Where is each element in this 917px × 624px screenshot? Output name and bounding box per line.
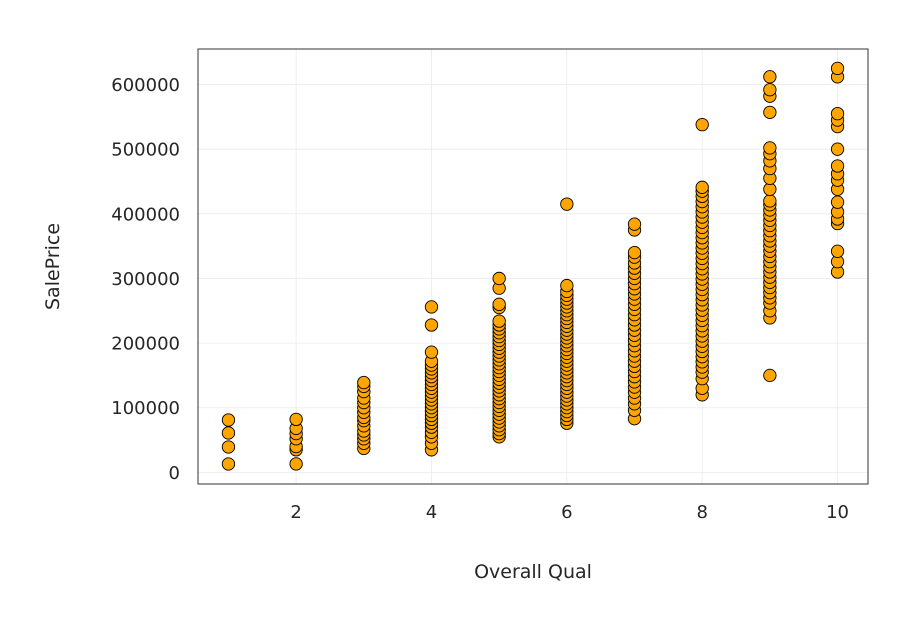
scatter-point xyxy=(763,70,777,84)
y-tick-label: 0 xyxy=(169,463,180,484)
scatter-point xyxy=(289,412,303,427)
x-tick-label: 4 xyxy=(426,502,437,523)
scatter-point xyxy=(492,314,506,328)
scatter-point xyxy=(830,244,845,258)
scatter-point xyxy=(221,413,236,427)
scatter-point xyxy=(830,159,845,173)
scatter-point xyxy=(221,440,236,454)
scatter-point xyxy=(492,297,506,311)
x-tick-label: 2 xyxy=(290,502,301,523)
scatter-point xyxy=(830,61,845,76)
scatter-point xyxy=(830,106,845,121)
x-tick-label: 10 xyxy=(826,502,849,523)
scatter-point xyxy=(763,105,777,119)
scatter-point xyxy=(560,278,574,293)
y-tick-label: 600000 xyxy=(111,75,180,96)
data-points xyxy=(221,61,845,471)
scatter-point xyxy=(627,245,642,260)
scatter-point xyxy=(763,194,777,208)
scatter-point xyxy=(695,117,709,132)
scatter-point xyxy=(763,141,777,155)
scatter-point xyxy=(763,368,777,383)
scatter-point xyxy=(492,271,506,286)
y-tick-label: 100000 xyxy=(111,398,180,419)
plot-area-frame xyxy=(197,48,869,485)
scatter-point xyxy=(830,195,845,209)
scatter-point xyxy=(424,345,439,359)
scatter-point xyxy=(695,180,709,194)
y-axis-ticks: 0 100000 200000 300000 400000 500000 600000 xyxy=(111,75,180,484)
y-tick-label: 300000 xyxy=(111,269,180,290)
scatter-point xyxy=(289,457,303,471)
scatter-point xyxy=(627,217,642,231)
scatter-point xyxy=(221,426,236,440)
x-axis-title: Overall Qual xyxy=(474,561,592,583)
scatter-point xyxy=(830,142,845,156)
x-axis-ticks: 2 4 6 8 10 xyxy=(290,502,849,523)
y-tick-label: 200000 xyxy=(111,334,180,355)
y-axis-title: SalePrice xyxy=(42,223,64,310)
scatter-point xyxy=(357,375,371,390)
scatter-point xyxy=(763,83,777,97)
scatter-point xyxy=(560,197,574,211)
y-tick-label: 400000 xyxy=(111,204,180,225)
y-tick-label: 500000 xyxy=(111,140,180,161)
x-tick-label: 6 xyxy=(561,502,572,523)
x-tick-label: 8 xyxy=(696,502,707,523)
scatter-point xyxy=(221,457,236,471)
scatter-point xyxy=(424,318,439,332)
scatter-point xyxy=(424,300,439,314)
